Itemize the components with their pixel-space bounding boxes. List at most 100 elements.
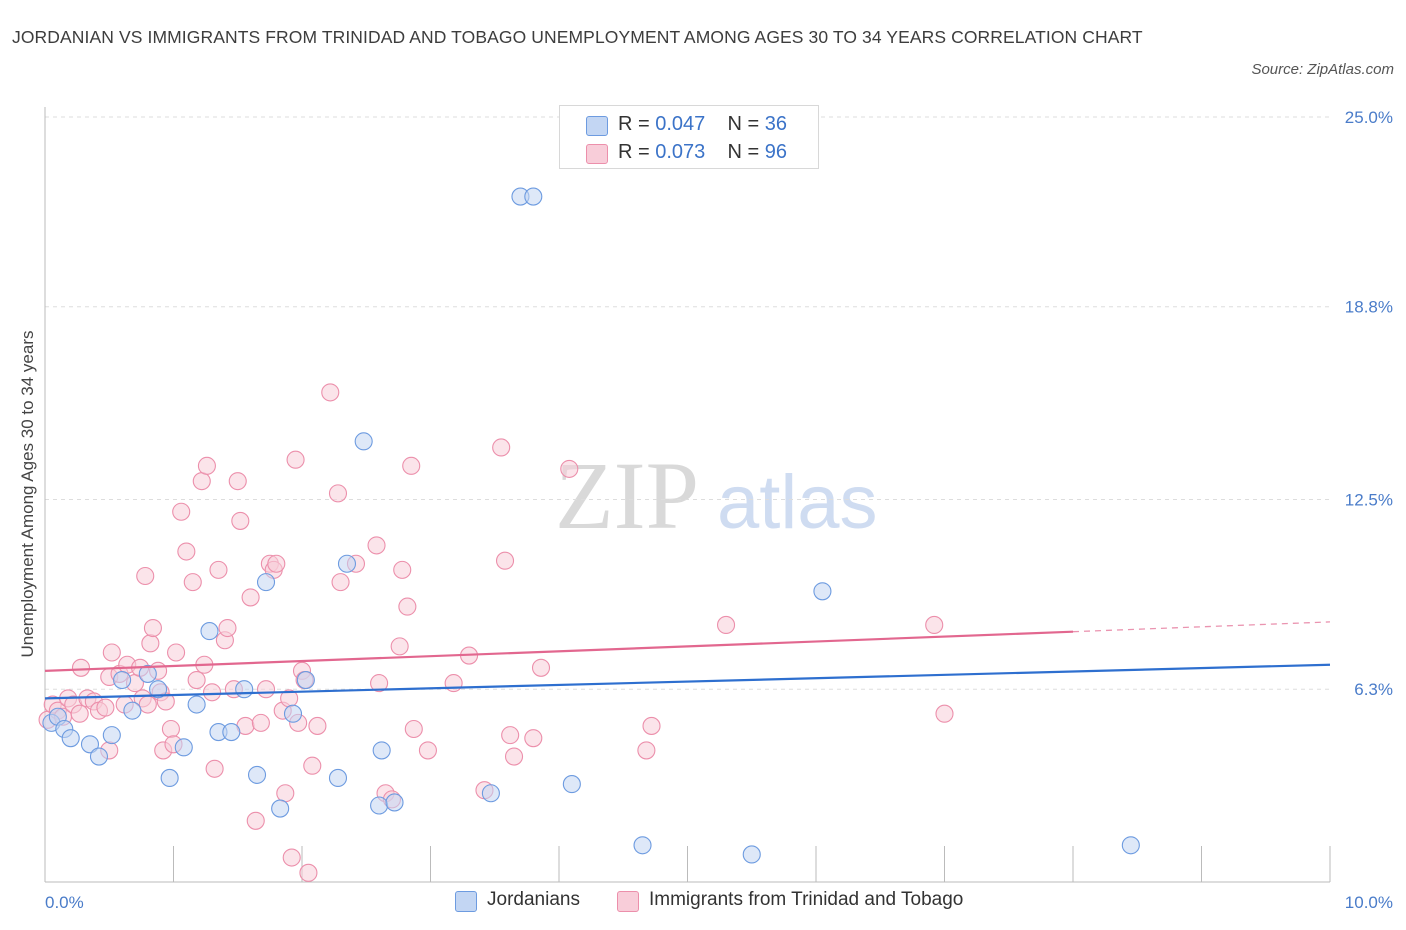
trinidad-point: [276, 784, 295, 803]
legend-swatch-jordanians: [586, 116, 608, 136]
bottom-legend-label-jordanians: Jordanians: [487, 889, 580, 910]
trinidad-point: [246, 811, 265, 830]
trinidad-point: [393, 560, 412, 579]
trinidad-point: [286, 450, 305, 469]
trinidad-point: [501, 726, 520, 745]
trinidad-point: [321, 383, 340, 402]
trinidad-point: [495, 551, 515, 570]
trinidad-point: [143, 618, 162, 638]
trinidad-point: [398, 597, 417, 616]
jordanian-point: [633, 836, 652, 855]
trinidad-point: [177, 542, 196, 561]
jordanian-point: [200, 622, 219, 641]
trinidad-point: [404, 719, 423, 739]
watermark-zip: ZIP: [555, 442, 699, 549]
trinidad-point: [231, 511, 250, 530]
trinidad-point: [492, 438, 511, 457]
trinidad-point: [282, 848, 301, 867]
axes: [44, 107, 1331, 883]
trinidad-point: [161, 719, 180, 739]
trinidad-point: [241, 588, 260, 607]
jordanians-series: [42, 187, 1140, 864]
jordanian-point: [337, 554, 357, 573]
bottom-legend-swatch-jordanians: [455, 891, 477, 912]
trinidad-point: [504, 747, 524, 766]
trinidad-point: [256, 680, 276, 699]
trinidad-point: [402, 456, 421, 475]
trinidad-point: [138, 695, 157, 714]
y-tick-label: 6.3%: [1354, 680, 1393, 699]
trinidad-point: [560, 459, 579, 478]
gridlines: [45, 116, 1330, 690]
jordanians-trend-line: [44, 663, 1331, 700]
trinidad-point: [187, 670, 206, 690]
trinidad-point: [444, 674, 463, 693]
trinidad-point: [197, 456, 216, 475]
y-axis-label: Unemployment Among Ages 30 to 34 years: [18, 331, 37, 658]
jordanian-point: [385, 793, 404, 812]
trend-lines: [44, 621, 1331, 700]
trinidad-point: [218, 618, 237, 638]
jordanian-point: [742, 845, 761, 864]
legend-n-label: N =: [727, 141, 760, 163]
trinidad-point: [642, 716, 661, 735]
trinidad-point: [251, 713, 270, 732]
jordanian-point: [102, 726, 121, 745]
trinidad-point: [102, 643, 121, 662]
jordanian-point: [235, 680, 254, 699]
correlation-legend: R = 0.047 N = 36 R = 0.073 N = 96: [559, 105, 819, 169]
trinidad-point: [71, 658, 91, 677]
jordanian-point: [813, 582, 832, 601]
x-tick-label: 10.0%: [1345, 893, 1393, 912]
trinidad-point: [331, 573, 350, 592]
legend-r-value-jordanians: 0.047: [655, 113, 706, 135]
y-tick-label: 25.0%: [1345, 108, 1393, 127]
y-tick-labels: 6.3% 12.5% 18.8% 25.0%: [1345, 108, 1393, 699]
legend-n-label: N =: [727, 113, 760, 135]
jordanian-point: [372, 741, 391, 760]
jordanian-point: [138, 664, 157, 683]
legend-r-value-trinidad: 0.073: [655, 141, 706, 163]
trinidad-point: [228, 472, 247, 491]
trinidad-point: [96, 698, 115, 717]
jordanian-point: [256, 573, 276, 592]
trinidad-point: [141, 634, 160, 653]
x-tick-labels: 0.0% 10.0%: [45, 893, 1393, 912]
jordanian-point: [283, 704, 303, 723]
jordanian-point: [1121, 836, 1140, 855]
legend-n-value-jordanians: 36: [764, 113, 788, 135]
trinidad-series: [38, 383, 954, 882]
trinidad-point: [136, 566, 155, 586]
watermark: ZIP atlas: [555, 442, 878, 549]
jordanian-point: [187, 695, 206, 714]
trinidad-point: [267, 554, 286, 573]
trinidad-point: [205, 759, 224, 778]
trinidad-point: [637, 741, 656, 760]
trinidad-point: [183, 573, 202, 592]
trinidad-point: [390, 637, 409, 656]
y-tick-label: 12.5%: [1345, 491, 1393, 510]
jordanian-point: [271, 799, 290, 818]
trinidad-point: [70, 704, 89, 723]
jordanian-point: [80, 735, 100, 754]
trinidad-point: [172, 502, 191, 521]
trinidad-point: [716, 615, 736, 635]
jordanian-point: [61, 729, 80, 748]
bottom-legend-label-trinidad: Immigrants from Trinidad and Tobago: [649, 889, 964, 910]
trinidad-point: [299, 863, 318, 882]
trinidad-point: [308, 716, 327, 735]
source-label: Source: ZipAtlas.com: [1251, 61, 1394, 78]
jordanian-point: [160, 768, 179, 788]
x-tick-label: 0.0%: [45, 893, 84, 912]
chart-title: JORDANIAN VS IMMIGRANTS FROM TRINIDAD AN…: [12, 27, 1143, 47]
jordanian-point: [328, 768, 348, 788]
trinidad-point: [935, 704, 954, 723]
trinidad-point: [531, 658, 551, 677]
jordanian-point: [149, 680, 168, 699]
jordanian-point: [222, 723, 241, 742]
legend-r-label: R =: [618, 141, 650, 163]
jordanian-point: [524, 187, 543, 206]
trinidad-point: [418, 741, 437, 760]
jordanian-point: [113, 670, 132, 690]
